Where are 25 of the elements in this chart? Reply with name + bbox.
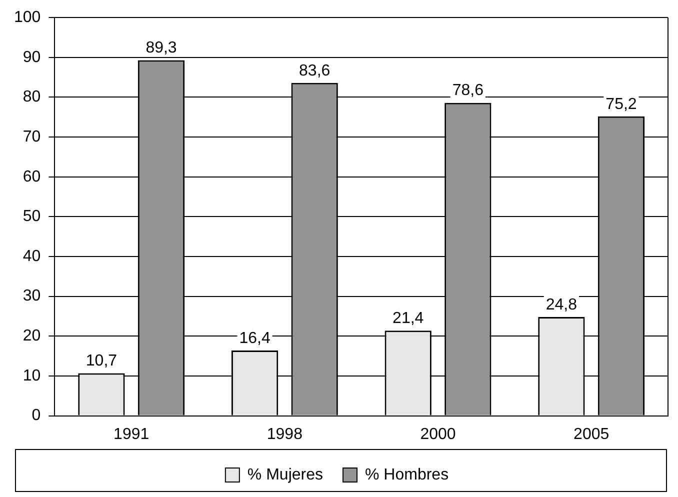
y-tick-label: 50 [22,208,41,226]
y-tick-label: 20 [22,328,41,345]
data-label: 24,8 [546,296,578,314]
data-label: 83,6 [299,62,330,80]
x-tick-label: 1991 [114,426,150,443]
y-tick-label: 100 [14,9,41,26]
x-tick-label: 2000 [420,426,456,443]
y-tick-label: 90 [22,48,41,66]
data-label: 75,2 [606,96,637,113]
legend-label: % Mujeres [247,466,323,484]
data-label: 16,4 [239,330,270,347]
y-tick-label: 80 [22,88,41,106]
y-tick-label: 30 [22,288,41,305]
data-label: 78,6 [452,82,484,100]
y-tick-label: 40 [22,248,41,265]
x-tick-label: 2005 [574,426,610,443]
data-label: 21,4 [392,310,424,327]
legend-label: % Hombres [365,466,449,484]
x-tick-label: 1998 [266,426,303,443]
y-tick-label: 10 [22,367,41,384]
data-label: 10,7 [86,352,118,370]
y-tick-label: 70 [22,128,41,146]
y-tick-label: 0 [32,407,41,424]
data-label: 89,3 [146,40,177,57]
y-tick-label: 60 [22,168,41,186]
